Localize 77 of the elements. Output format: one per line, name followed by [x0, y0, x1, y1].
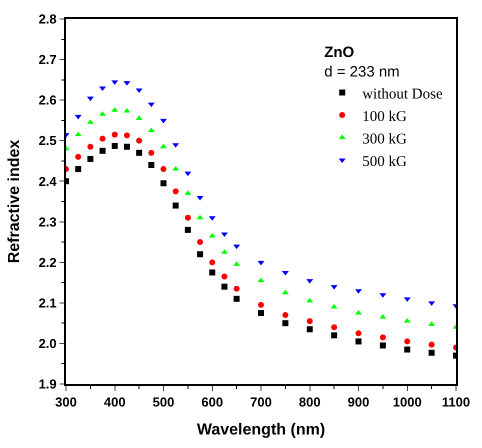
- legend-label: 500 kG: [362, 154, 407, 170]
- point: [404, 338, 410, 344]
- point: [209, 259, 216, 266]
- point: [87, 156, 94, 162]
- point: [355, 310, 362, 315]
- point: [136, 150, 142, 156]
- point: [356, 338, 362, 344]
- x-tick-label: 1000: [392, 394, 422, 410]
- point: [148, 150, 154, 156]
- y-tick-label: 2.5: [38, 133, 57, 148]
- point: [160, 166, 166, 172]
- point: [356, 330, 362, 336]
- point: [282, 312, 288, 318]
- point: [234, 286, 240, 292]
- point: [428, 350, 435, 356]
- point: [100, 136, 106, 142]
- y-tick-label: 2.1: [38, 295, 57, 310]
- point: [380, 342, 386, 348]
- point: [221, 274, 228, 280]
- point: [258, 278, 264, 282]
- y-tick-label: 2.8: [38, 12, 57, 27]
- x-tick-label: 800: [298, 394, 321, 410]
- y-tick-label: 2.3: [38, 214, 57, 230]
- point: [209, 269, 216, 276]
- x-tick-label: 700: [250, 394, 272, 410]
- x-axis-title: Wavelength (nm): [196, 422, 326, 439]
- legend-label: without Dose: [362, 86, 443, 102]
- point: [234, 296, 240, 302]
- annotation: d = 233 nm: [324, 63, 400, 80]
- x-tick-label: 400: [104, 394, 126, 410]
- point: [306, 318, 313, 324]
- point: [428, 342, 435, 348]
- point: [282, 320, 288, 326]
- point: [197, 251, 204, 258]
- point: [221, 284, 228, 290]
- point: [112, 142, 118, 149]
- point: [112, 132, 118, 138]
- y-tick-label: 1.9: [38, 376, 57, 392]
- x-tick-label: 600: [201, 394, 224, 410]
- point: [75, 154, 82, 160]
- legend-title: ZnO: [324, 44, 355, 61]
- point: [306, 326, 313, 332]
- point: [136, 138, 142, 144]
- legend-label: 300 kG: [362, 131, 407, 148]
- point: [75, 166, 82, 172]
- point: [184, 214, 191, 221]
- point: [160, 144, 167, 148]
- legend-label: 100 kG: [362, 108, 407, 125]
- point: [148, 162, 154, 168]
- point: [197, 239, 204, 246]
- point: [124, 132, 130, 138]
- point: [172, 202, 179, 209]
- point: [258, 310, 264, 316]
- point: [258, 302, 264, 308]
- point: [404, 346, 410, 353]
- point: [258, 260, 264, 266]
- point: [172, 188, 179, 194]
- point: [160, 118, 167, 124]
- x-tick-label: 300: [55, 394, 77, 410]
- y-tick-label: 2.0: [38, 336, 57, 351]
- point: [87, 144, 94, 150]
- point: [380, 334, 386, 340]
- point: [331, 332, 338, 338]
- point: [124, 144, 130, 150]
- point: [355, 289, 362, 294]
- point: [160, 180, 166, 186]
- x-tick-label: 1100: [442, 394, 470, 410]
- y-tick-label: 2.7: [38, 52, 57, 68]
- x-tick-label: 900: [348, 394, 370, 410]
- point: [100, 148, 106, 154]
- x-tick-label: 500: [152, 394, 174, 410]
- y-tick-label: 2.6: [38, 92, 57, 108]
- y-axis-title: Refractive index: [6, 140, 23, 264]
- point: [184, 226, 191, 233]
- y-tick-label: 2.2: [38, 254, 57, 270]
- y-tick-label: 2.4: [38, 174, 58, 189]
- point: [331, 324, 338, 330]
